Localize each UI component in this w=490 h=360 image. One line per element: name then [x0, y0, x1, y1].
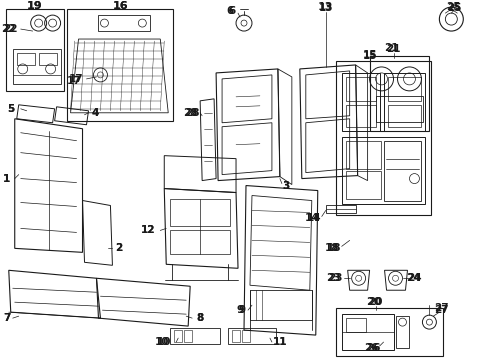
Bar: [342, 73, 380, 131]
Text: 13: 13: [318, 2, 333, 12]
Text: 1: 1: [3, 174, 10, 184]
Bar: [345, 171, 381, 198]
Text: 9: 9: [237, 305, 244, 315]
Text: 7: 7: [3, 313, 10, 323]
Text: 26: 26: [367, 343, 381, 353]
Bar: [174, 330, 182, 342]
Bar: [39, 53, 57, 65]
Text: 16: 16: [113, 1, 128, 11]
Text: 5: 5: [7, 104, 14, 114]
Bar: [184, 330, 192, 342]
Bar: [345, 318, 366, 332]
Text: 18: 18: [324, 243, 339, 253]
Text: 12: 12: [141, 225, 155, 235]
Bar: [345, 105, 375, 127]
Text: 7: 7: [3, 313, 10, 323]
Text: 22: 22: [3, 24, 18, 34]
Text: 27: 27: [434, 303, 449, 313]
Text: 24: 24: [407, 273, 422, 283]
Text: 19: 19: [27, 1, 43, 11]
Bar: [6, 9, 64, 91]
Text: 6: 6: [226, 6, 234, 16]
Text: 14: 14: [306, 213, 321, 224]
Text: 20: 20: [366, 297, 381, 307]
Bar: [170, 230, 230, 254]
Bar: [384, 141, 421, 201]
Text: 26: 26: [365, 343, 379, 353]
Text: 8: 8: [196, 313, 204, 323]
Text: 16: 16: [113, 1, 128, 11]
Bar: [375, 96, 423, 122]
Bar: [232, 330, 240, 342]
Bar: [395, 316, 410, 348]
Text: 13: 13: [318, 3, 333, 13]
Bar: [13, 49, 61, 84]
Bar: [345, 141, 381, 168]
Text: 28: 28: [183, 108, 197, 118]
Bar: [345, 77, 375, 101]
Text: 2: 2: [115, 243, 122, 253]
Text: 19: 19: [27, 1, 43, 11]
Text: 21: 21: [384, 43, 399, 53]
Text: 25: 25: [446, 2, 461, 12]
Text: 11: 11: [272, 337, 287, 347]
Bar: [242, 330, 250, 342]
Text: 17: 17: [67, 76, 82, 86]
Text: 20: 20: [368, 297, 383, 307]
Text: 23: 23: [328, 273, 343, 283]
Text: 15: 15: [362, 50, 377, 60]
Bar: [384, 73, 425, 131]
Text: 17: 17: [69, 74, 84, 84]
Bar: [67, 9, 173, 121]
Text: 3: 3: [282, 181, 290, 190]
Bar: [369, 56, 429, 131]
Bar: [336, 308, 443, 356]
Text: 27: 27: [434, 305, 449, 315]
Bar: [388, 105, 421, 127]
Text: 9: 9: [239, 305, 245, 315]
Text: 11: 11: [272, 337, 287, 347]
Text: 21: 21: [386, 44, 401, 54]
Text: 23: 23: [326, 273, 341, 283]
Text: 28: 28: [185, 108, 199, 118]
Text: 22: 22: [1, 24, 16, 34]
Bar: [170, 328, 220, 344]
Bar: [326, 206, 356, 213]
Text: 14: 14: [304, 213, 319, 224]
Text: 4: 4: [92, 108, 99, 118]
Text: 1: 1: [3, 174, 10, 184]
Bar: [388, 77, 421, 101]
Bar: [250, 290, 312, 320]
Bar: [98, 15, 150, 31]
Bar: [228, 328, 276, 344]
Bar: [342, 137, 425, 204]
Text: 5: 5: [7, 104, 14, 114]
Bar: [336, 61, 431, 216]
Text: 6: 6: [228, 6, 236, 16]
Bar: [17, 53, 35, 65]
Bar: [342, 314, 393, 350]
Text: 15: 15: [362, 51, 377, 61]
Text: 10: 10: [155, 337, 170, 347]
Text: 18: 18: [326, 243, 341, 253]
Text: 2: 2: [115, 243, 122, 253]
Text: 3: 3: [282, 181, 290, 190]
Bar: [170, 198, 230, 226]
Text: 24: 24: [406, 273, 421, 283]
Text: 10: 10: [157, 337, 172, 347]
Text: 25: 25: [447, 3, 462, 13]
Text: 8: 8: [196, 313, 204, 323]
Text: 4: 4: [92, 108, 99, 118]
Text: 12: 12: [141, 225, 155, 235]
